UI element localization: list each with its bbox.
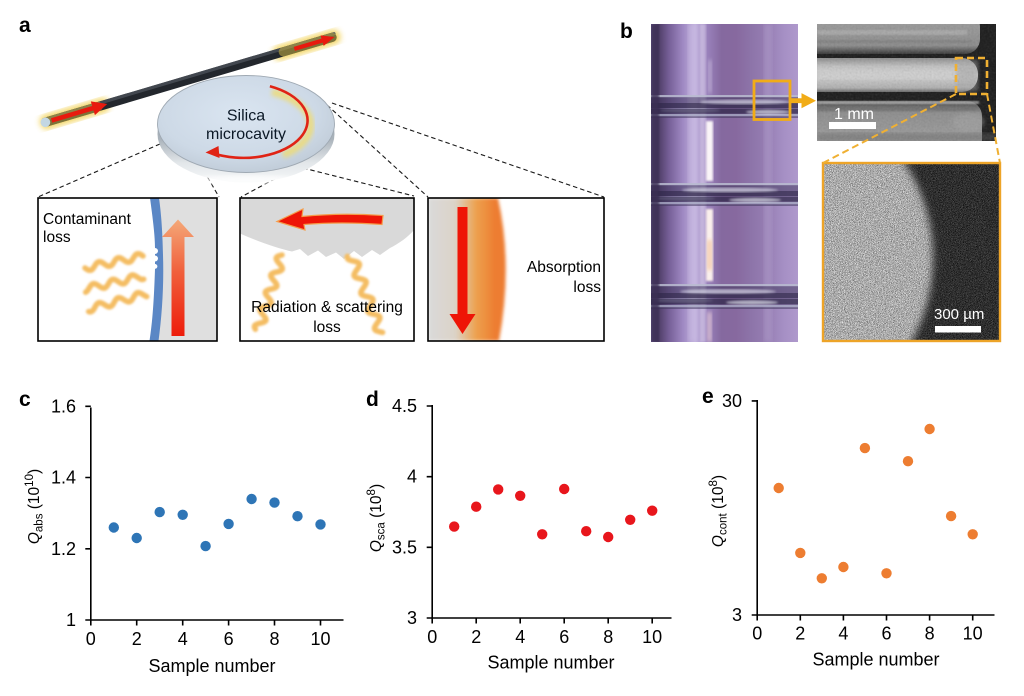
- svg-text:2: 2: [132, 629, 142, 649]
- svg-text:loss: loss: [313, 319, 341, 336]
- svg-text:3: 3: [407, 608, 417, 628]
- svg-text:1: 1: [66, 610, 76, 630]
- svg-text:Sample number: Sample number: [812, 650, 939, 670]
- svg-text:0: 0: [86, 629, 96, 649]
- svg-text:10: 10: [310, 629, 330, 649]
- svg-text:c: c: [19, 388, 31, 411]
- svg-text:6: 6: [559, 627, 569, 647]
- svg-text:b: b: [620, 20, 633, 43]
- svg-text:3: 3: [732, 605, 742, 625]
- svg-text:microcavity: microcavity: [206, 126, 286, 143]
- svg-text:loss: loss: [573, 279, 601, 296]
- svg-text:4: 4: [178, 629, 188, 649]
- svg-text:2: 2: [795, 624, 805, 644]
- svg-text:4: 4: [407, 467, 417, 487]
- svg-text:2: 2: [471, 627, 481, 647]
- svg-text:8: 8: [925, 624, 935, 644]
- svg-text:Qabs (1010): Qabs (1010): [24, 469, 46, 544]
- svg-text:Sample number: Sample number: [487, 653, 614, 673]
- svg-text:Silica: Silica: [227, 108, 265, 125]
- svg-text:d: d: [366, 388, 379, 411]
- svg-text:Radiation & scattering: Radiation & scattering: [251, 299, 403, 316]
- svg-text:10: 10: [642, 627, 662, 647]
- svg-text:30: 30: [722, 391, 742, 411]
- svg-text:loss: loss: [43, 229, 71, 246]
- svg-text:0: 0: [752, 624, 762, 644]
- svg-text:4.5: 4.5: [392, 396, 417, 416]
- svg-text:Qcont (108): Qcont (108): [708, 475, 730, 547]
- svg-text:0: 0: [427, 627, 437, 647]
- svg-text:1 mm: 1 mm: [834, 106, 874, 123]
- svg-text:e: e: [702, 385, 714, 408]
- svg-text:300 µm: 300 µm: [934, 306, 984, 323]
- svg-text:4: 4: [838, 624, 848, 644]
- svg-text:8: 8: [269, 629, 279, 649]
- svg-text:Qsca (108): Qsca (108): [366, 484, 388, 552]
- svg-text:10: 10: [963, 624, 983, 644]
- svg-text:4: 4: [515, 627, 525, 647]
- svg-text:1.6: 1.6: [51, 397, 76, 417]
- svg-text:Contaminant: Contaminant: [43, 211, 132, 228]
- svg-text:6: 6: [881, 624, 891, 644]
- svg-text:a: a: [19, 14, 31, 37]
- svg-text:Sample number: Sample number: [148, 656, 275, 676]
- svg-text:6: 6: [224, 629, 234, 649]
- svg-text:3.5: 3.5: [392, 537, 417, 557]
- svg-text:Absorption: Absorption: [527, 259, 601, 276]
- svg-text:8: 8: [603, 627, 613, 647]
- svg-text:1.2: 1.2: [51, 539, 76, 559]
- svg-text:1.4: 1.4: [51, 468, 76, 488]
